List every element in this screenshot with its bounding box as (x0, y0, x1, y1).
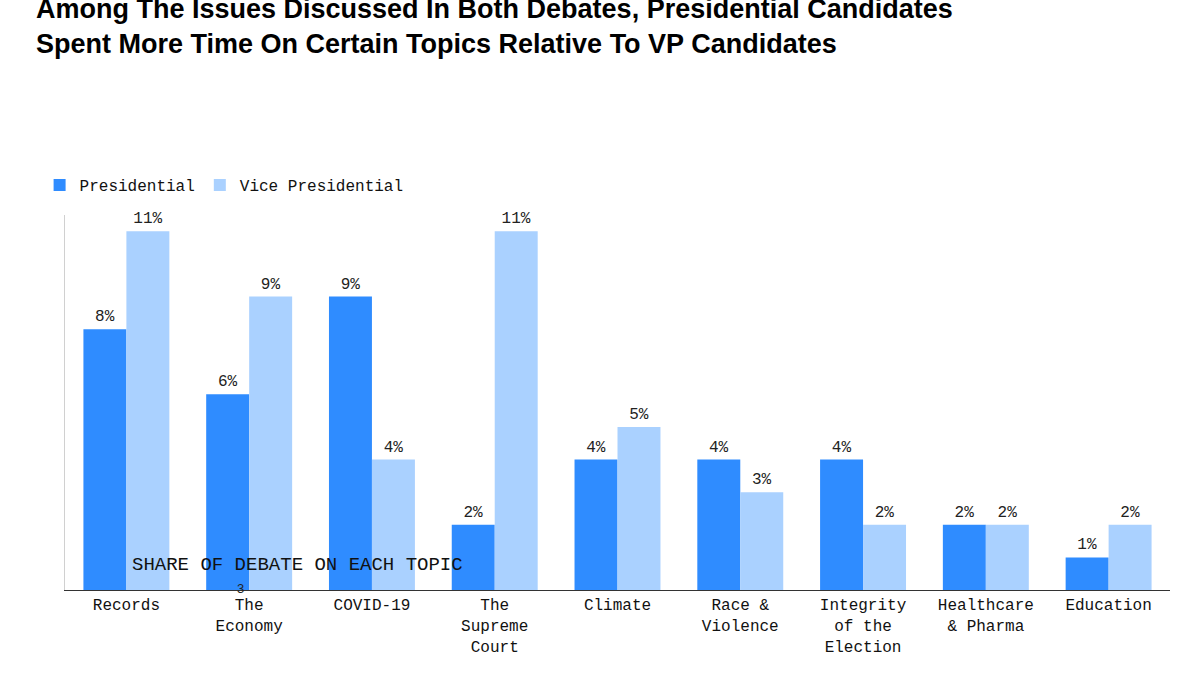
svg-text:9%: 9% (261, 276, 281, 294)
svg-text:3%: 3% (752, 471, 772, 489)
svg-text:4%: 4% (384, 439, 404, 457)
svg-text:Records: Records (93, 597, 160, 615)
svg-text:Presidential: Presidential (80, 178, 195, 196)
svg-text:4%: 4% (709, 439, 729, 457)
svg-text:TheEconomy: TheEconomy (216, 597, 284, 636)
svg-text:2%: 2% (955, 504, 975, 522)
svg-text:Vice Presidential: Vice Presidential (240, 178, 403, 196)
svg-text:2%: 2% (998, 504, 1018, 522)
svg-text:Integrityof theElection: Integrityof theElection (820, 597, 907, 657)
svg-text:1%: 1% (1077, 536, 1097, 554)
svg-text:9%: 9% (341, 276, 361, 294)
svg-text:Among The Issues Discussed In: Among The Issues Discussed In Both Debat… (36, 0, 953, 59)
svg-text:4%: 4% (586, 439, 606, 457)
svg-text:3: 3 (237, 581, 244, 596)
svg-text:6%: 6% (218, 373, 238, 391)
svg-text:Education: Education (1065, 597, 1151, 615)
svg-text:5%: 5% (629, 406, 649, 424)
svg-text:TheSupremeCourt: TheSupremeCourt (461, 597, 528, 657)
svg-text:Healthcare& Pharma: Healthcare& Pharma (938, 597, 1034, 636)
svg-text:11%: 11% (502, 210, 531, 228)
svg-text:Race &Violence: Race &Violence (702, 597, 779, 636)
svg-text:2%: 2% (1120, 504, 1140, 522)
svg-text:8%: 8% (95, 308, 115, 326)
svg-text:2%: 2% (463, 504, 483, 522)
svg-text:4%: 4% (832, 439, 852, 457)
svg-text:11%: 11% (133, 210, 162, 228)
svg-text:COVID-19: COVID-19 (334, 597, 411, 615)
svg-text:SHARE OF DEBATE ON EACH TOPIC: SHARE OF DEBATE ON EACH TOPIC (132, 554, 463, 576)
svg-text:Climate: Climate (584, 597, 651, 615)
svg-text:2%: 2% (875, 504, 895, 522)
